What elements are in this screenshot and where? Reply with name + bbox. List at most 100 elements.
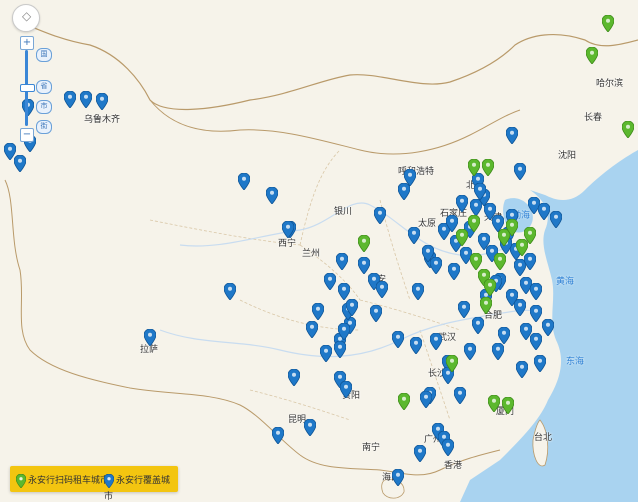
map-pin-blue[interactable] bbox=[320, 345, 332, 362]
map-pin-green[interactable] bbox=[498, 229, 510, 246]
map-pin-blue[interactable] bbox=[96, 93, 108, 110]
map-pin-blue[interactable] bbox=[398, 183, 410, 200]
map-pin-green[interactable] bbox=[398, 393, 410, 410]
map-pin-green[interactable] bbox=[480, 297, 492, 314]
map-pin-blue[interactable] bbox=[514, 163, 526, 180]
map-pin-blue[interactable] bbox=[492, 343, 504, 360]
map-pin-green[interactable] bbox=[488, 395, 500, 412]
map-pin-blue[interactable] bbox=[338, 323, 350, 340]
map-pin-blue[interactable] bbox=[414, 445, 426, 462]
map-pin-blue[interactable] bbox=[14, 155, 26, 172]
map-pin-blue[interactable] bbox=[492, 215, 504, 232]
map-pin-green[interactable] bbox=[446, 355, 458, 372]
zoom-level-province[interactable]: 省 bbox=[36, 80, 52, 94]
map-pin-blue[interactable] bbox=[392, 469, 404, 486]
map-pin-blue[interactable] bbox=[484, 203, 496, 220]
map-pin-green[interactable] bbox=[516, 239, 528, 256]
map-pin-blue[interactable] bbox=[224, 283, 236, 300]
map-pin-blue[interactable] bbox=[506, 127, 518, 144]
map-pin-blue[interactable] bbox=[404, 169, 416, 186]
map-pin-blue[interactable] bbox=[420, 391, 432, 408]
map-pin-green[interactable] bbox=[482, 159, 494, 176]
compass-button[interactable]: ◇ bbox=[12, 4, 40, 32]
map-pin-blue[interactable] bbox=[422, 245, 434, 262]
map-pin-blue[interactable] bbox=[392, 331, 404, 348]
map-pin-blue[interactable] bbox=[346, 299, 358, 316]
map-pin-green[interactable] bbox=[502, 397, 514, 414]
map-pin-blue[interactable] bbox=[412, 283, 424, 300]
map-pin-green[interactable] bbox=[506, 219, 518, 236]
zoom-out-button[interactable]: − bbox=[20, 128, 34, 142]
map-pin-green[interactable] bbox=[358, 235, 370, 252]
map-pin-blue[interactable] bbox=[520, 323, 532, 340]
map-pin-blue[interactable] bbox=[312, 303, 324, 320]
map-pin-blue[interactable] bbox=[530, 305, 542, 322]
map-pin-blue[interactable] bbox=[338, 283, 350, 300]
map-pin-blue[interactable] bbox=[524, 253, 536, 270]
map-pin-blue[interactable] bbox=[550, 211, 562, 228]
map-pin-green[interactable] bbox=[524, 227, 536, 244]
map-pin-green[interactable] bbox=[602, 15, 614, 32]
zoom-level-street[interactable]: 街 bbox=[36, 120, 52, 134]
map-pin-blue[interactable] bbox=[410, 337, 422, 354]
map-pin-blue[interactable] bbox=[442, 439, 454, 456]
map-pin-blue[interactable] bbox=[64, 91, 76, 108]
map-pin-blue[interactable] bbox=[324, 273, 336, 290]
map-pin-blue[interactable] bbox=[478, 233, 490, 250]
map-pin-blue[interactable] bbox=[464, 343, 476, 360]
map-pin-blue[interactable] bbox=[408, 227, 420, 244]
map-pin-green[interactable] bbox=[484, 279, 496, 296]
map-pin-blue[interactable] bbox=[538, 203, 550, 220]
city-label-shijiazhuang: 石家庄 bbox=[440, 208, 468, 218]
map-pin-blue[interactable] bbox=[514, 299, 526, 316]
map-pin-blue[interactable] bbox=[238, 173, 250, 190]
map-pin-blue[interactable] bbox=[340, 381, 352, 398]
map-pin-blue[interactable] bbox=[542, 319, 554, 336]
map-pin-green[interactable] bbox=[468, 159, 480, 176]
map-pin-green[interactable] bbox=[622, 121, 634, 138]
map-pin-blue[interactable] bbox=[4, 143, 16, 160]
map-pin-blue[interactable] bbox=[358, 257, 370, 274]
map-pin-green[interactable] bbox=[456, 229, 468, 246]
map-pin-blue[interactable] bbox=[430, 333, 442, 350]
map-pin-blue[interactable] bbox=[336, 253, 348, 270]
map-pin-green[interactable] bbox=[586, 47, 598, 64]
map-pin-blue[interactable] bbox=[272, 427, 284, 444]
zoom-in-button[interactable]: + bbox=[20, 36, 34, 50]
zoom-level-city[interactable]: 市 bbox=[36, 100, 52, 114]
map-pin-blue[interactable] bbox=[446, 215, 458, 232]
map-pin-blue[interactable] bbox=[530, 283, 542, 300]
map-pin-blue[interactable] bbox=[472, 317, 484, 334]
map-pin-blue[interactable] bbox=[370, 305, 382, 322]
zoom-slider-handle[interactable] bbox=[20, 84, 35, 92]
map-pin-blue[interactable] bbox=[530, 333, 542, 350]
map-pin-blue[interactable] bbox=[534, 355, 546, 372]
map-pin-blue[interactable] bbox=[144, 329, 156, 346]
map-pin-blue[interactable] bbox=[306, 321, 318, 338]
map-pin-blue[interactable] bbox=[334, 341, 346, 358]
city-label-hohhot: 呼和浩特 bbox=[398, 166, 435, 176]
map-pin-blue[interactable] bbox=[516, 361, 528, 378]
map-pin-blue[interactable] bbox=[520, 277, 532, 294]
map-pin-blue[interactable] bbox=[498, 327, 510, 344]
map-pin-green[interactable] bbox=[470, 253, 482, 270]
map-pin-blue[interactable] bbox=[80, 91, 92, 108]
map-pin-blue[interactable] bbox=[374, 207, 386, 224]
map-pin-green[interactable] bbox=[494, 253, 506, 270]
map-pin-blue[interactable] bbox=[448, 263, 460, 280]
map-pin-blue[interactable] bbox=[454, 387, 466, 404]
map-pin-blue[interactable] bbox=[266, 187, 278, 204]
map-pin-blue[interactable] bbox=[460, 247, 472, 264]
map-pin-blue[interactable] bbox=[304, 419, 316, 436]
zoom-level-country[interactable]: 国 bbox=[36, 48, 52, 62]
map-pin-green[interactable] bbox=[468, 215, 480, 232]
map-pin-blue[interactable] bbox=[528, 197, 540, 214]
map-pin-blue[interactable] bbox=[282, 221, 294, 238]
map-pin-blue[interactable] bbox=[474, 183, 486, 200]
map-pin-blue[interactable] bbox=[458, 301, 470, 318]
map-pin-blue[interactable] bbox=[376, 281, 388, 298]
map-pin-blue[interactable] bbox=[430, 257, 442, 274]
map-pin-blue[interactable] bbox=[288, 369, 300, 386]
map-pin-blue[interactable] bbox=[456, 195, 468, 212]
